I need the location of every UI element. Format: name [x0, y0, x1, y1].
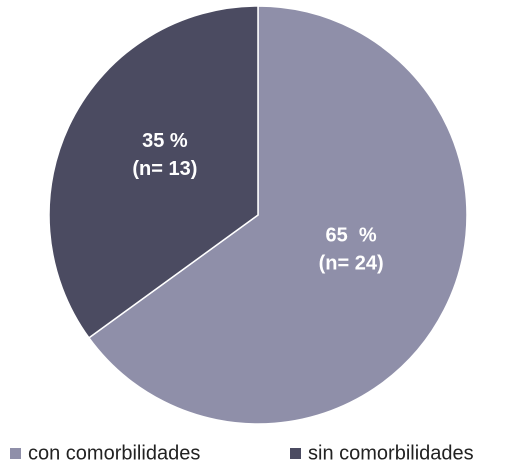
legend-swatch	[290, 448, 301, 459]
legend-label: sin comorbilidades	[308, 442, 474, 464]
slice-count: (n= 13)	[132, 158, 197, 180]
pie-slice	[87, 5, 468, 425]
legend-swatch	[10, 448, 21, 459]
slice-label: 65 %	[326, 225, 377, 247]
slice-count: (n= 24)	[319, 253, 384, 275]
pie-slice	[48, 5, 259, 339]
legend-label: con comorbilidades	[28, 442, 200, 464]
slice-label: 35 %	[142, 130, 188, 152]
